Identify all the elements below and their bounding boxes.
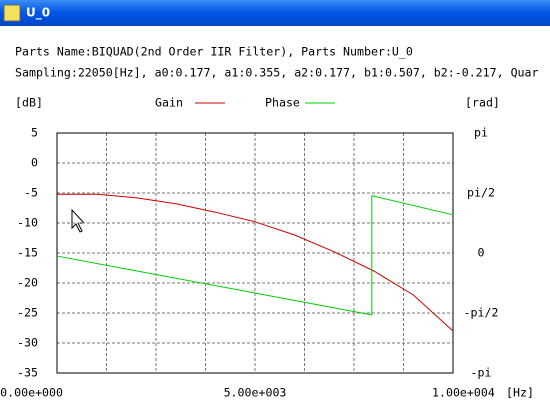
y-axis-label: [dB] — [15, 96, 43, 110]
y2-axis-label: [rad] — [465, 96, 500, 110]
app-icon — [3, 4, 21, 22]
title-bar — [0, 0, 550, 26]
plot-frame — [56, 132, 454, 374]
y-tick-label: 0 — [31, 156, 38, 170]
mouse-cursor — [71, 208, 86, 233]
info-line: Sampling:22050[Hz], a0:0.177, a1:0.355, … — [15, 66, 539, 80]
y-tick-label: 5 — [31, 126, 38, 140]
y-tick-label: -30 — [17, 336, 38, 350]
series-line — [57, 193, 454, 332]
series-line — [56, 195, 454, 316]
x-tick-label: 0.00e+000 — [0, 386, 63, 400]
y-tick-label: -25 — [17, 306, 38, 320]
y2-tick-label: -pi/2 — [464, 306, 499, 320]
info-line: Parts Name:BIQUAD(2nd Order IIR Filter),… — [15, 45, 413, 59]
y-tick-label: -20 — [17, 276, 38, 290]
x-tick-label: 1.00e+004 — [432, 386, 495, 400]
legend-label: Phase — [265, 96, 300, 110]
window-title: U_0 — [26, 6, 50, 21]
y-tick-label: -35 — [17, 366, 38, 380]
x-axis-label: [Hz] — [506, 386, 534, 400]
y2-tick-label: pi — [474, 126, 488, 140]
y2-tick-label: 0 — [478, 246, 485, 260]
y2-tick-label: -pi — [471, 366, 492, 380]
y-tick-label: -15 — [17, 246, 38, 260]
y2-tick-label: pi/2 — [467, 185, 495, 199]
y-tick-label: -10 — [17, 216, 38, 230]
legend-label: Gain — [155, 96, 183, 110]
x-tick-label: 5.00e+003 — [224, 386, 287, 400]
y-tick-label: -5 — [24, 186, 38, 200]
